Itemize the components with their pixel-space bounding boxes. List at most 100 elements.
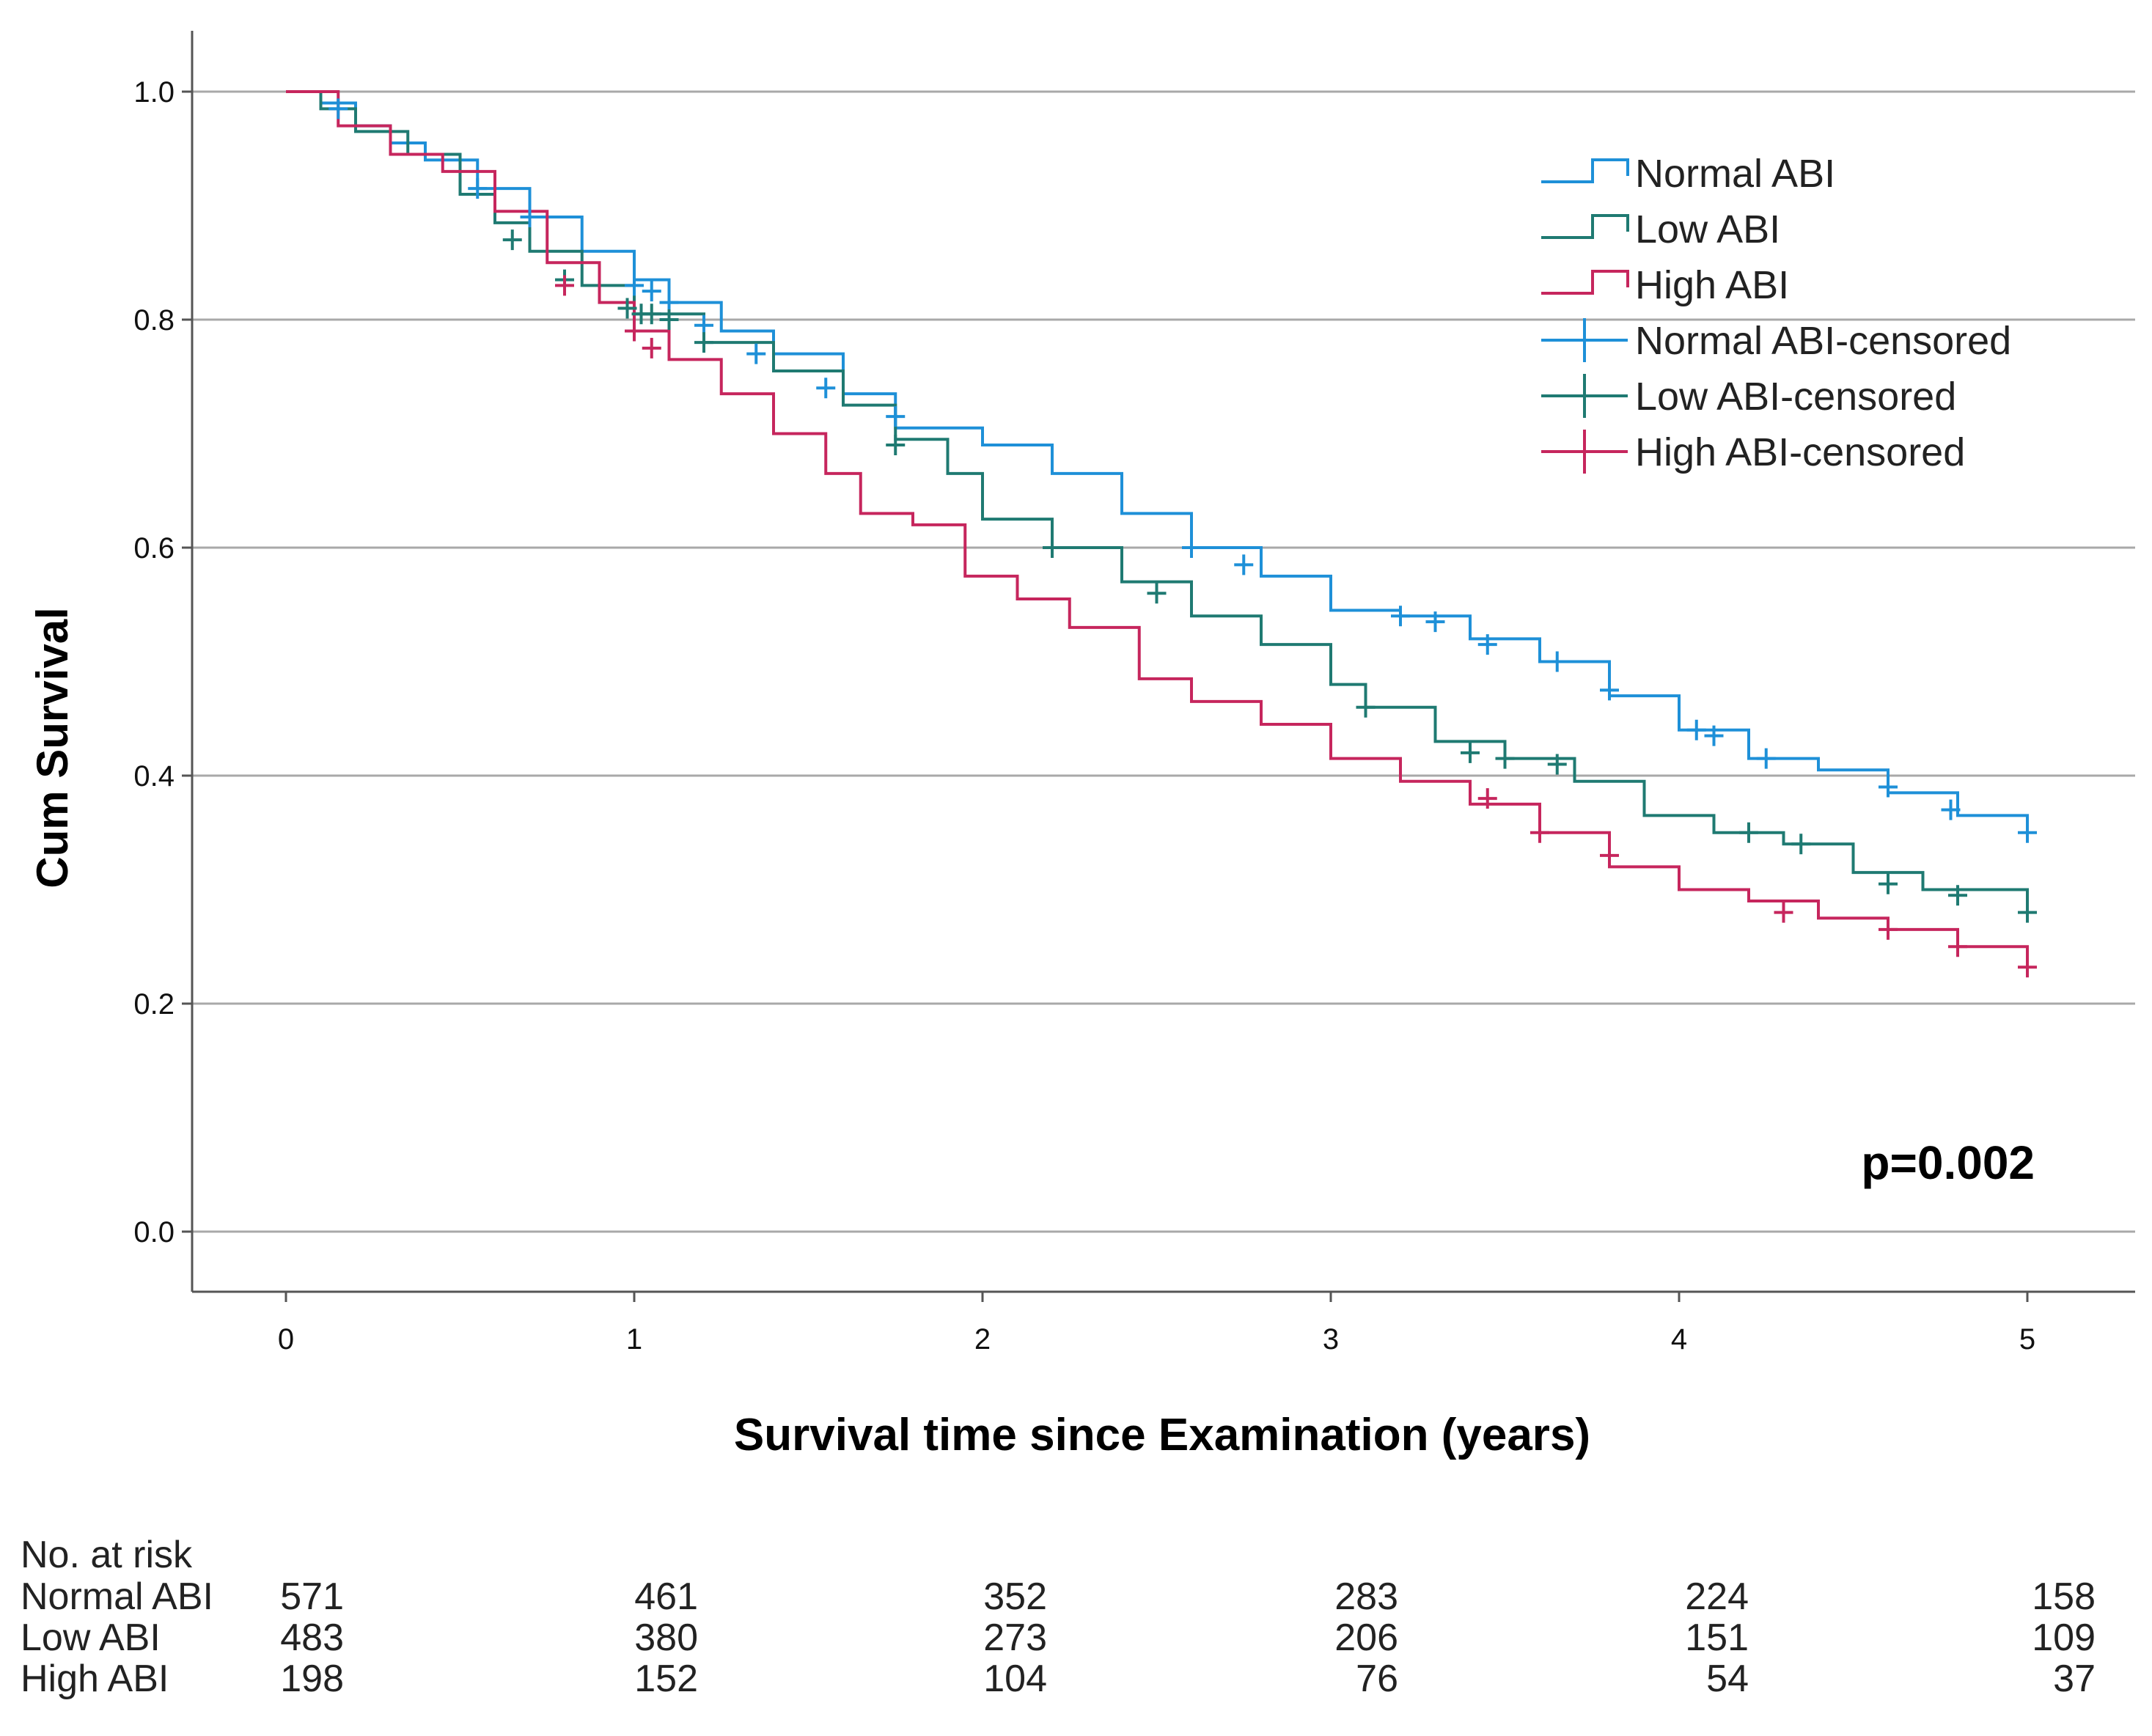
risk-value: 483 (280, 1617, 344, 1659)
censor-mark-normal-abi (1756, 748, 1776, 769)
censor-mark-high-abi (1477, 788, 1497, 809)
risk-value: 352 (983, 1575, 1047, 1618)
censor-mark-low-abi (1547, 754, 1567, 775)
censor-mark-low-abi (1147, 583, 1167, 604)
risk-value: 273 (983, 1617, 1047, 1659)
censor-mark-normal-abi (520, 207, 540, 228)
censor-mark-low-abi (1043, 537, 1062, 558)
censor-mark-normal-abi (468, 178, 488, 199)
censor-mark-low-abi (1791, 834, 1811, 855)
x-tick-label: 1 (626, 1323, 642, 1356)
censor-mark-low-abi (1461, 742, 1480, 763)
censor-mark-normal-abi (886, 406, 906, 427)
x-tick-label: 3 (1323, 1323, 1339, 1356)
censor-mark-normal-abi (1686, 719, 1706, 740)
y-tick-label: 0.8 (133, 304, 175, 336)
y-tick-label: 0.2 (133, 988, 175, 1020)
censor-marks (328, 98, 2037, 978)
risk-value: 461 (634, 1575, 698, 1618)
risk-value: 158 (2032, 1575, 2096, 1618)
censor-mark-normal-abi (746, 343, 766, 364)
axes (191, 31, 2135, 1293)
gridlines (192, 90, 2135, 1233)
legend-label: High ABI (1635, 263, 1789, 307)
censor-mark-normal-abi (1547, 651, 1567, 672)
censor-mark-normal-abi (1704, 725, 1724, 746)
censor-mark-normal-abi (642, 281, 661, 302)
censor-mark-high-abi (555, 275, 574, 296)
censor-mark-high-abi (625, 320, 644, 342)
legend: Normal ABI Low ABI High ABI Normal ABI-cens… (1541, 152, 2011, 474)
censor-mark-normal-abi (328, 98, 348, 119)
censor-mark-high-abi (1948, 936, 1967, 957)
x-axis-title: Survival time since Examination (years) (734, 1410, 1590, 1460)
censor-mark-low-abi (1948, 885, 1967, 906)
x-tick-label: 4 (1671, 1323, 1687, 1356)
risk-table: No. at risk Normal ABI 571 461 352 283 224 158… (21, 1534, 2096, 1700)
censor-mark-high-abi (1600, 845, 1619, 866)
censor-mark-normal-abi (1391, 606, 1410, 627)
legend-label: Normal ABI (1635, 152, 1835, 196)
censor-mark-normal-abi (816, 378, 836, 399)
censor-mark-normal-abi (625, 275, 644, 296)
risk-value: 37 (2053, 1658, 2096, 1700)
risk-value: 109 (2032, 1617, 2096, 1659)
risk-value: 206 (1334, 1617, 1398, 1659)
y-axis-title: Cum Survival (28, 607, 77, 888)
risk-value: 380 (634, 1617, 698, 1659)
legend-swatch-low-abi (1541, 214, 1629, 239)
risk-value: 152 (634, 1658, 698, 1700)
censor-mark-normal-abi (1941, 799, 1961, 820)
y-tick-label: 1.0 (133, 76, 175, 108)
censor-mark-normal-abi (1425, 611, 1445, 633)
y-tick-label: 0.4 (133, 760, 175, 792)
legend-label: Low ABI (1635, 207, 1780, 251)
legend-swatch-normal-abi (1541, 158, 1629, 183)
censor-mark-normal-abi (1879, 776, 1898, 798)
censor-mark-low-abi (694, 332, 713, 353)
legend-swatch-high-abi (1541, 270, 1629, 295)
censor-mark-low-abi (1356, 696, 1376, 718)
censor-mark-low-abi (502, 229, 522, 251)
risk-value: 224 (1685, 1575, 1749, 1618)
censor-mark-low-abi (659, 309, 679, 330)
legend-label: Low ABI-censored (1635, 375, 1956, 419)
censor-mark-low-abi (642, 304, 661, 325)
legend-swatch-normal-abi-censored (1541, 318, 1628, 362)
censor-mark-low-abi (886, 435, 906, 456)
legend-swatch-low-abi-censored (1541, 374, 1628, 418)
censor-mark-normal-abi (1477, 634, 1497, 655)
censor-mark-low-abi (617, 298, 637, 319)
p-value-annotation: p=0.002 (1861, 1136, 2035, 1189)
censor-mark-high-abi (2018, 957, 2037, 978)
censor-mark-low-abi (1879, 873, 1898, 894)
risk-value: 283 (1334, 1575, 1398, 1618)
legend-label: High ABI-censored (1635, 430, 1965, 474)
censor-mark-high-abi (1530, 822, 1549, 843)
censor-mark-low-abi (1495, 748, 1515, 769)
y-tick-label: 0.6 (133, 532, 175, 564)
risk-value: 76 (1356, 1658, 1398, 1700)
curve-high-abi (286, 90, 2029, 970)
censor-mark-low-abi (2018, 902, 2037, 923)
legend-swatch-high-abi-censored (1541, 430, 1628, 474)
censor-mark-low-abi (1739, 822, 1758, 843)
curve-low-abi (286, 90, 2029, 913)
risk-value: 571 (280, 1575, 344, 1618)
risk-row-label: Low ABI (21, 1617, 161, 1659)
risk-table-title: No. at risk (21, 1534, 193, 1576)
censor-mark-normal-abi (1234, 554, 1254, 575)
risk-row-label: Normal ABI (21, 1575, 213, 1618)
censor-mark-normal-abi (1182, 537, 1201, 558)
x-tick-label: 0 (278, 1323, 294, 1356)
x-axis-ticks: 0 1 2 3 4 5 (278, 1292, 2035, 1356)
x-tick-label: 5 (2019, 1323, 2035, 1356)
legend-label: Normal ABI-censored (1635, 319, 2011, 363)
censor-mark-normal-abi (1600, 680, 1619, 701)
risk-value: 104 (983, 1658, 1047, 1700)
x-tick-label: 2 (974, 1323, 991, 1356)
y-axis-ticks: 0.0 0.2 0.4 0.6 0.8 1.0 (133, 76, 192, 1248)
risk-value: 54 (1706, 1658, 1749, 1700)
